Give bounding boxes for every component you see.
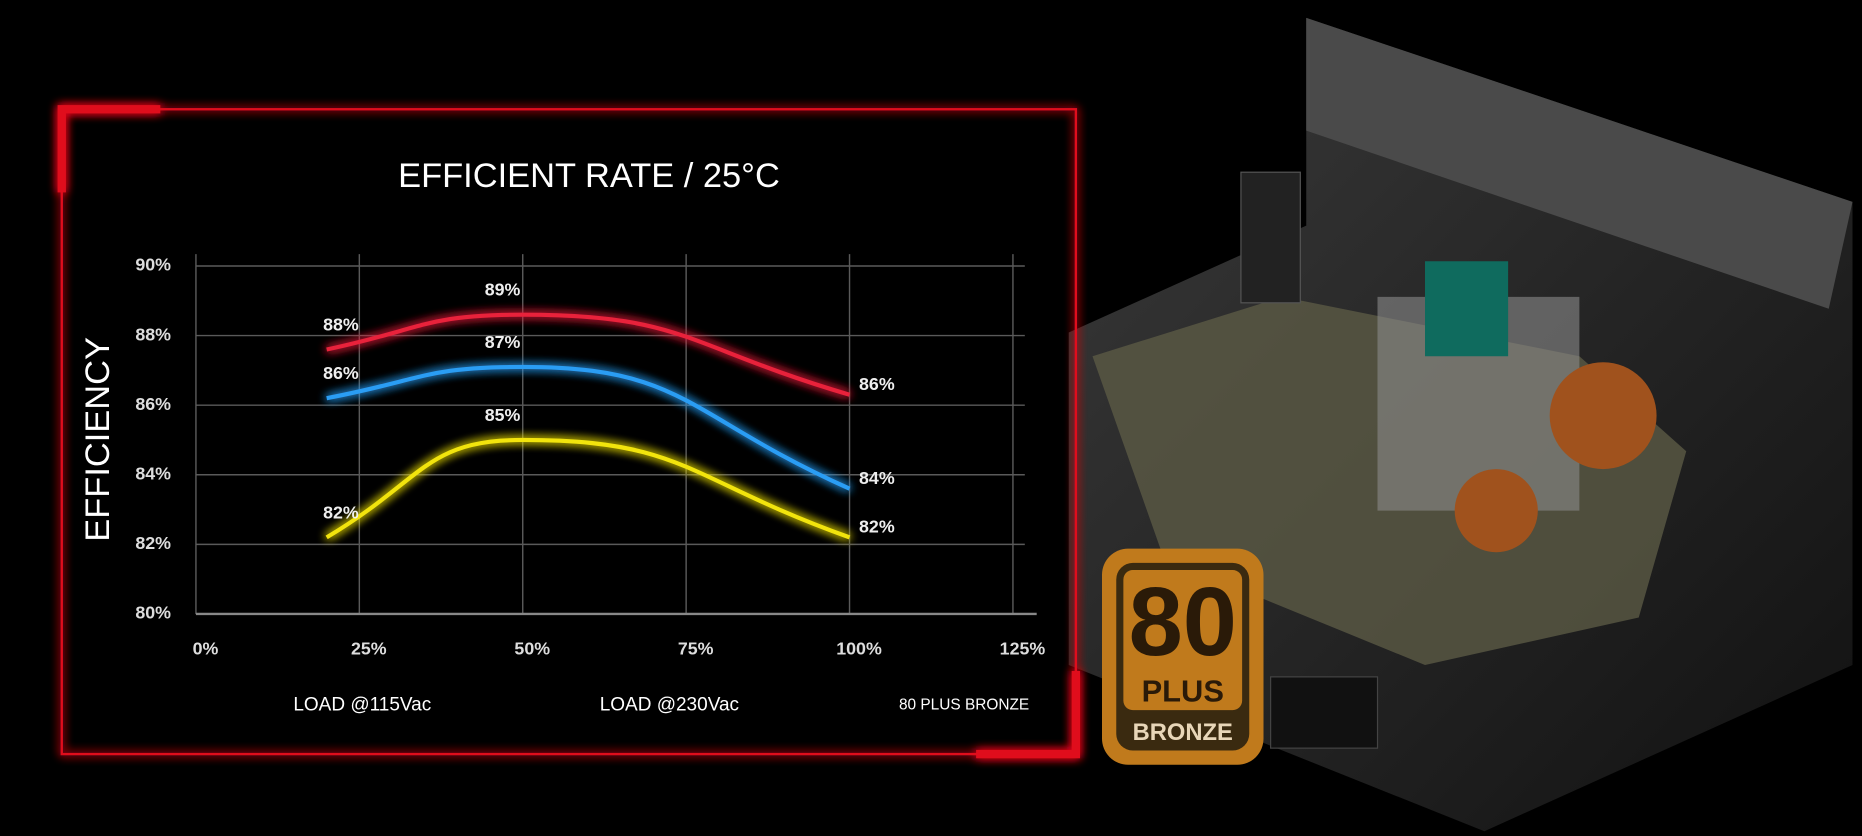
data-label: 84%: [859, 468, 895, 488]
series-line: [326, 364, 851, 491]
series-line: [325, 437, 851, 540]
legend-label: 80 PLUS BRONZE: [899, 696, 1029, 713]
y-axis-label: EFFICIENCY: [79, 337, 117, 542]
data-label: 86%: [859, 374, 895, 394]
data-label: 85%: [485, 405, 521, 425]
legend: LOAD @115Vac LOAD @230Vac 80 PLUS BRONZE: [207, 694, 1029, 715]
series-line: [326, 312, 851, 397]
y-tick-label: 88%: [135, 324, 171, 344]
badge-plus: PLUS: [1142, 674, 1224, 709]
x-tick-label: 50%: [514, 638, 550, 658]
legend-label: LOAD @115Vac: [293, 694, 431, 715]
data-label: 82%: [323, 502, 359, 522]
data-label: 89%: [485, 280, 521, 300]
y-tick-label: 84%: [135, 463, 171, 483]
data-label: 87%: [485, 332, 521, 352]
x-tick-label: 125%: [1000, 638, 1046, 658]
y-tick-label: 82%: [135, 533, 171, 553]
badge-number: 80: [1129, 567, 1237, 676]
frame: [57, 105, 1081, 759]
bronze-badge: 80 PLUS BRONZE: [1102, 548, 1264, 765]
psu-illustration: [1068, 17, 1853, 832]
data-label: 88%: [323, 314, 359, 334]
y-tick-label: 86%: [135, 394, 171, 414]
x-tick-label: 25%: [351, 638, 387, 658]
chart-title: EFFICIENT RATE / 25°C: [398, 157, 780, 195]
data-label: 86%: [323, 363, 359, 383]
plot: 80% 82% 84% 86% 88% 90% 0% 25% 50% 75% 100% 125% 86%…: [135, 254, 1045, 658]
x-tick-label: 100%: [836, 638, 882, 658]
x-tick-label: 75%: [678, 638, 714, 658]
y-tick-label: 80%: [135, 603, 171, 623]
x-tick-label: 0%: [193, 638, 219, 658]
y-tick-label: 90%: [135, 255, 171, 275]
data-label: 82%: [859, 517, 895, 537]
badge-tier: BRONZE: [1133, 719, 1233, 746]
legend-label: LOAD @230Vac: [600, 694, 739, 715]
